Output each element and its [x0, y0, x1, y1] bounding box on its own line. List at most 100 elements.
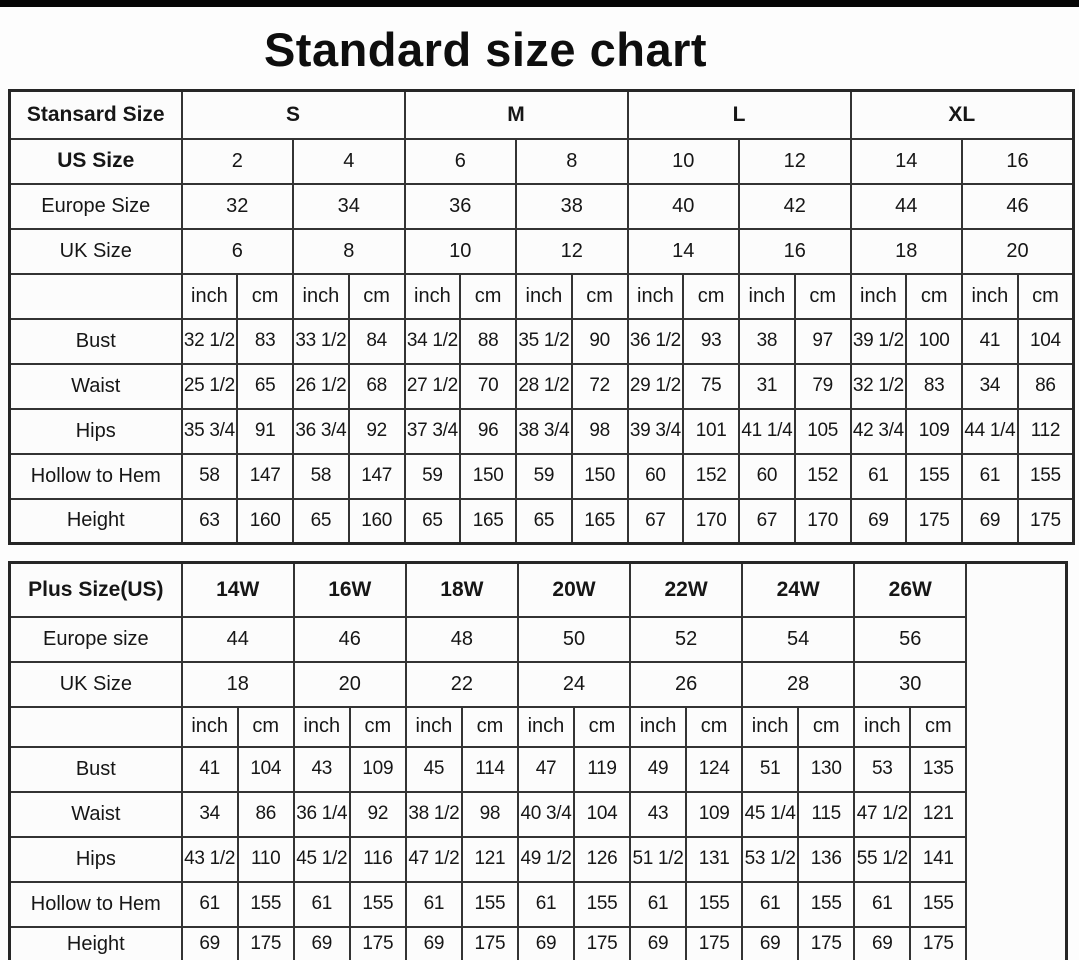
measure-value-cell: 175 [572, 925, 632, 960]
unit-header-cell: cm [348, 705, 407, 748]
measure-value-cell: 150 [570, 452, 629, 500]
size-value-cell: 20 [961, 227, 1075, 275]
measure-value-cell: 170 [682, 497, 741, 545]
table-row: inch cm inch cm inch cm inch cm inch cm inch cm inch… [8, 705, 1067, 748]
measure-value-cell: 175 [905, 497, 964, 545]
measure-value-cell: 44 1/4 [961, 407, 1019, 455]
measure-value-cell: 34 [180, 790, 239, 838]
measure-value-cell: 93 [682, 317, 741, 365]
table-row: Height 69 175 69 175 69 175 69 175 69 175 69 175 69 17… [8, 925, 1067, 960]
measure-value-cell: 45 1/2 [292, 835, 351, 883]
size-value-cell: 10 [626, 137, 741, 185]
measure-value-cell: 165 [570, 497, 629, 545]
measure-value-cell: 175 [236, 925, 295, 960]
measure-value-cell: 26 1/2 [292, 362, 350, 410]
measure-value-cell: 65 [403, 497, 462, 545]
measure-value-cell: 69 [516, 925, 575, 960]
measure-value-cell: 75 [682, 362, 741, 410]
size-value-cell: 20 [292, 660, 407, 708]
measure-value-cell: 69 [180, 925, 239, 960]
measure-value-cell: 84 [347, 317, 406, 365]
table-row: UK Size 18 20 22 24 26 28 30 [8, 660, 1067, 708]
measure-value-cell: 83 [236, 317, 294, 365]
measure-value-cell: 83 [905, 362, 964, 410]
measure-value-cell: 121 [909, 790, 968, 838]
unit-header-cell: cm [793, 272, 852, 320]
measure-value-cell: 79 [793, 362, 852, 410]
measure-label-cell: Hollow to Hem [8, 880, 183, 928]
measure-value-cell: 61 [180, 880, 239, 928]
size-system-label-cell: US Size [8, 137, 183, 185]
measure-value-cell: 49 [629, 745, 688, 793]
measure-value-cell: 141 [909, 835, 968, 883]
measure-value-cell: 58 [292, 452, 350, 500]
unit-header-cell: cm [1016, 272, 1075, 320]
blank-column-cell [965, 561, 1068, 960]
size-value-cell: 16 [738, 227, 852, 275]
unit-header-cell: cm [572, 705, 632, 748]
measure-value-cell: 104 [572, 790, 632, 838]
measure-value-cell: 61 [961, 452, 1019, 500]
measure-value-cell: 155 [797, 880, 856, 928]
unit-header-cell: inch [404, 705, 463, 748]
measure-value-cell: 101 [682, 407, 741, 455]
measure-value-cell: 36 1/2 [626, 317, 685, 365]
measure-value-cell: 65 [515, 497, 573, 545]
measure-value-cell: 53 [853, 745, 912, 793]
measure-value-cell: 40 3/4 [516, 790, 575, 838]
measure-value-cell: 69 [292, 925, 351, 960]
table-row: Waist 25 1/2 65 26 1/2 68 27 1/2 70 28 1/2 72 29 … [8, 362, 1075, 410]
unit-header-cell: inch [738, 272, 796, 320]
measure-value-cell: 86 [1016, 362, 1075, 410]
unit-header-cell: cm [797, 705, 856, 748]
table-row: Plus Size(US) 14W 16W 18W 20W 22W 24W 26W [8, 561, 1068, 960]
measure-value-cell: 147 [236, 452, 294, 500]
size-value-cell: 50 [516, 615, 632, 663]
measure-value-cell: 69 [853, 925, 912, 960]
measure-value-cell: 31 [738, 362, 796, 410]
measure-value-cell: 104 [236, 745, 295, 793]
size-value-cell: 12 [515, 227, 629, 275]
size-group-header-cell: 24W [741, 561, 856, 618]
measure-value-cell: 119 [572, 745, 632, 793]
measure-value-cell: 152 [682, 452, 741, 500]
measure-value-cell: 91 [236, 407, 294, 455]
measure-value-cell: 29 1/2 [626, 362, 685, 410]
unit-header-cell: inch [180, 272, 239, 320]
measure-value-cell: 45 1/4 [741, 790, 800, 838]
measure-value-cell: 53 1/2 [741, 835, 800, 883]
size-group-header-cell: 16W [292, 561, 407, 618]
measure-label-cell: Hips [8, 407, 183, 455]
measure-label-cell: Height [8, 925, 183, 960]
measure-label-cell: Bust [8, 745, 183, 793]
measure-value-cell: 35 3/4 [180, 407, 239, 455]
size-value-cell: 46 [961, 182, 1075, 230]
measure-value-cell: 38 3/4 [515, 407, 573, 455]
measure-value-cell: 25 1/2 [180, 362, 239, 410]
measure-value-cell: 47 1/2 [853, 790, 912, 838]
table-row: Hollow to Hem 61 155 61 155 61 155 61 155 61 155 61… [8, 880, 1067, 928]
measure-value-cell: 90 [570, 317, 629, 365]
size-system-label-cell: UK Size [8, 227, 183, 275]
measure-value-cell: 41 1/4 [738, 407, 796, 455]
size-value-cell: 32 [180, 182, 294, 230]
measure-value-cell: 72 [570, 362, 629, 410]
measure-value-cell: 45 [404, 745, 463, 793]
measure-value-cell: 105 [793, 407, 852, 455]
table-row: Hips 43 1/2 110 45 1/2 116 47 1/2 121 49 1/2 126… [8, 835, 1067, 883]
unit-header-cell: inch [180, 705, 239, 748]
measure-value-cell: 160 [236, 497, 294, 545]
measure-value-cell: 136 [797, 835, 856, 883]
measure-value-cell: 69 [849, 497, 908, 545]
measure-value-cell: 33 1/2 [292, 317, 350, 365]
unit-header-cell: inch [626, 272, 685, 320]
size-value-cell: 56 [853, 615, 968, 663]
measure-value-cell: 42 3/4 [849, 407, 908, 455]
size-value-cell: 8 [515, 137, 629, 185]
measure-value-cell: 98 [460, 790, 519, 838]
table-row: Europe Size 32 34 36 38 40 42 44 46 [8, 182, 1075, 230]
measure-value-cell: 34 1/2 [403, 317, 462, 365]
measure-value-cell: 55 1/2 [853, 835, 912, 883]
measure-value-cell: 155 [905, 452, 964, 500]
measure-label-cell: Waist [8, 790, 183, 838]
